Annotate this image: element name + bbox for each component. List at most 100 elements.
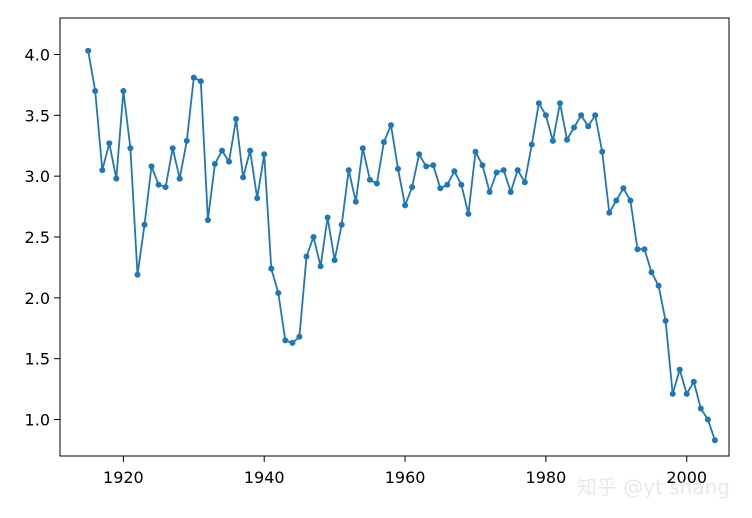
data-point	[514, 167, 521, 174]
data-point	[521, 179, 528, 186]
plot-area: 1920 1940 1960 1980 2000 1.0 1.5 2.0 2.5 3.0 3.5 4.…	[25, 17, 730, 487]
data-point	[641, 246, 648, 253]
y-tick-label: 2.0	[25, 289, 50, 308]
data-point	[352, 198, 359, 205]
watermark: 知乎 @yt shang	[576, 475, 730, 499]
y-tick-label: 1.0	[25, 411, 50, 430]
data-point	[627, 197, 634, 204]
data-point	[486, 189, 493, 195]
data-point	[655, 282, 662, 289]
data-point	[204, 217, 211, 223]
x-tick-label: 1960	[385, 468, 426, 487]
data-point	[557, 100, 563, 107]
data-point	[697, 405, 704, 412]
data-point	[282, 337, 289, 344]
data-point	[683, 390, 690, 397]
data-point	[324, 214, 331, 221]
data-point	[113, 175, 120, 182]
data-point	[162, 184, 169, 191]
data-point	[690, 378, 697, 385]
data-point	[380, 139, 387, 146]
data-point	[254, 195, 261, 202]
data-point	[549, 137, 556, 144]
data-point	[148, 163, 155, 170]
data-point	[571, 124, 578, 131]
data-point	[542, 112, 549, 119]
y-tick-label: 4.0	[25, 46, 50, 65]
data-point	[507, 189, 514, 195]
data-point	[226, 158, 232, 165]
data-point	[359, 145, 366, 152]
data-point	[458, 181, 465, 188]
data-point	[402, 202, 409, 209]
x-tick-label: 2000	[666, 468, 707, 487]
series-line	[87, 50, 716, 441]
data-point	[106, 140, 113, 147]
data-point	[613, 197, 620, 204]
data-point	[423, 163, 430, 170]
x-tick-label: 1940	[244, 468, 285, 487]
data-point	[451, 168, 458, 175]
data-point	[648, 269, 655, 276]
data-point	[409, 184, 416, 191]
data-point	[479, 162, 486, 169]
data-point	[437, 185, 444, 192]
data-point	[296, 333, 303, 340]
data-point	[430, 162, 437, 169]
data-point	[169, 145, 176, 152]
data-point	[711, 437, 718, 444]
data-point	[317, 263, 324, 270]
data-point	[240, 174, 247, 181]
data-point	[99, 167, 106, 174]
data-point	[444, 181, 451, 188]
data-point	[331, 257, 338, 264]
data-point	[190, 74, 197, 81]
data-point	[127, 145, 134, 152]
data-point	[197, 78, 204, 85]
data-point	[388, 122, 394, 129]
data-point	[662, 317, 669, 324]
data-point	[472, 148, 479, 155]
y-tick-label: 2.5	[25, 228, 50, 247]
data-point	[211, 161, 218, 167]
data-point	[599, 148, 606, 155]
data-point	[275, 290, 282, 296]
data-point	[395, 165, 401, 172]
data-point	[535, 100, 542, 107]
data-point	[704, 416, 711, 423]
data-point	[500, 167, 507, 174]
data-point	[303, 253, 310, 260]
data-point	[578, 112, 585, 119]
axes-frame	[59, 17, 730, 457]
data-point	[493, 169, 500, 176]
data-point	[373, 180, 380, 187]
data-point	[120, 88, 127, 94]
data-point	[92, 88, 99, 94]
data-point	[338, 221, 345, 228]
data-point	[416, 151, 423, 158]
data-point	[465, 210, 472, 217]
data-point	[219, 147, 225, 154]
data-point	[585, 123, 592, 130]
data-point	[669, 390, 676, 397]
data-point	[85, 47, 92, 54]
data-point	[606, 209, 613, 216]
y-tick-label: 3.5	[25, 106, 50, 125]
y-tick-label: 3.0	[25, 167, 50, 186]
data-point	[564, 136, 570, 143]
data-point	[141, 221, 148, 228]
data-point	[528, 141, 535, 148]
x-tick-label: 1980	[526, 468, 567, 487]
data-point	[345, 167, 352, 174]
y-tick-label: 1.5	[25, 350, 50, 369]
data-point	[183, 137, 190, 144]
data-point	[233, 116, 240, 122]
data-point	[366, 176, 373, 183]
data-point	[310, 234, 317, 240]
data-point	[134, 271, 141, 278]
data-point	[592, 112, 599, 119]
data-point	[268, 265, 275, 272]
data-point	[155, 181, 162, 188]
data-point	[289, 339, 296, 346]
